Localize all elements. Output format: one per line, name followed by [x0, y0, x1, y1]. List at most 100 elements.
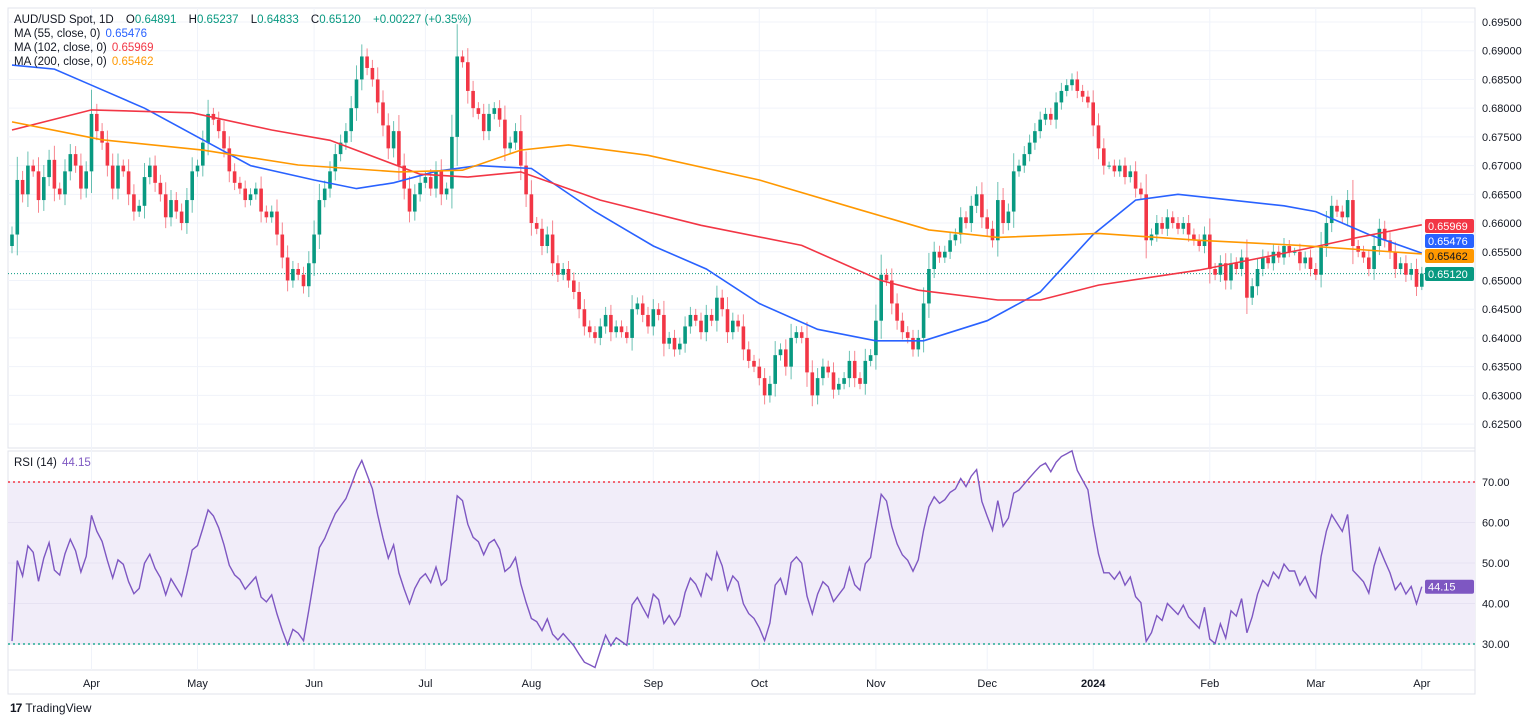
candle[interactable] — [688, 306, 693, 334]
candle[interactable] — [587, 320, 592, 338]
candle[interactable] — [799, 326, 804, 344]
candle[interactable] — [709, 308, 714, 327]
candle[interactable] — [821, 358, 825, 386]
candle[interactable] — [100, 123, 104, 150]
candle[interactable] — [1075, 71, 1080, 99]
candle[interactable] — [455, 24, 459, 166]
ma102-line[interactable] — [11, 109, 1422, 301]
candle[interactable] — [216, 111, 221, 139]
candle[interactable] — [868, 349, 873, 367]
candle[interactable] — [900, 312, 905, 340]
candle[interactable] — [466, 48, 470, 104]
candle[interactable] — [52, 145, 57, 202]
candle[interactable] — [1382, 220, 1387, 248]
candle[interactable] — [619, 320, 624, 338]
candle[interactable] — [285, 245, 290, 292]
candle[interactable] — [662, 300, 666, 357]
candle[interactable] — [1319, 231, 1323, 288]
candle[interactable] — [439, 159, 444, 206]
candle[interactable] — [1001, 188, 1005, 234]
ma55-legend[interactable]: MA (55, close, 0) 0.65476 — [14, 28, 147, 40]
candle[interactable] — [169, 190, 173, 227]
candle[interactable] — [1080, 84, 1085, 103]
candle[interactable] — [121, 159, 126, 177]
candle[interactable] — [153, 155, 157, 192]
candle[interactable] — [407, 176, 412, 223]
candle[interactable] — [301, 266, 306, 294]
ma102-legend[interactable]: MA (102, close, 0) 0.65969 — [14, 42, 153, 54]
rsi-line[interactable] — [11, 449, 1423, 669]
candle[interactable] — [545, 226, 550, 254]
candle[interactable] — [386, 113, 391, 160]
candle[interactable] — [434, 161, 438, 198]
candle[interactable] — [736, 314, 740, 332]
candle[interactable] — [1054, 92, 1058, 129]
candle[interactable] — [132, 184, 136, 221]
candle[interactable] — [1038, 111, 1042, 139]
candle[interactable] — [863, 348, 868, 395]
candle[interactable] — [794, 326, 799, 344]
candle[interactable] — [1271, 243, 1276, 271]
candle[interactable] — [508, 136, 512, 154]
candle[interactable] — [460, 50, 465, 68]
candle[interactable] — [603, 306, 608, 334]
candle[interactable] — [757, 358, 762, 386]
candle[interactable] — [519, 115, 523, 181]
candle[interactable] — [1006, 203, 1011, 231]
tradingview-brand[interactable]: 17 TradingView — [10, 701, 91, 715]
candle[interactable] — [837, 377, 841, 396]
candle[interactable] — [715, 285, 719, 332]
candle[interactable] — [852, 350, 857, 388]
candle[interactable] — [1298, 243, 1302, 271]
candle[interactable] — [1414, 258, 1419, 297]
candle[interactable] — [492, 102, 497, 120]
candle[interactable] — [1096, 113, 1101, 160]
candle[interactable] — [762, 368, 767, 405]
candle[interactable] — [699, 312, 703, 340]
candle[interactable] — [667, 331, 671, 350]
candle[interactable] — [1049, 107, 1053, 126]
candle[interactable] — [312, 220, 316, 276]
candle[interactable] — [497, 100, 502, 127]
candle[interactable] — [63, 159, 67, 206]
candle[interactable] — [672, 329, 677, 357]
candle[interactable] — [68, 144, 73, 181]
candle[interactable] — [609, 304, 613, 342]
candle[interactable] — [248, 188, 253, 206]
candle[interactable] — [174, 192, 179, 219]
candle[interactable] — [1351, 179, 1355, 265]
candle[interactable] — [990, 220, 995, 248]
candle[interactable] — [1017, 159, 1021, 177]
candle[interactable] — [481, 103, 486, 141]
candle[interactable] — [1059, 82, 1064, 110]
candle[interactable] — [1218, 255, 1223, 282]
price-pane[interactable] — [7, 7, 1476, 449]
candle[interactable] — [1303, 251, 1307, 269]
candle[interactable] — [1064, 79, 1069, 97]
candle[interactable] — [1223, 253, 1228, 290]
candle[interactable] — [874, 304, 878, 370]
candle[interactable] — [566, 260, 571, 288]
candle[interactable] — [1367, 249, 1371, 277]
candle[interactable] — [238, 176, 242, 195]
candle[interactable] — [148, 157, 152, 185]
candle[interactable] — [932, 241, 936, 279]
candle[interactable] — [1123, 157, 1127, 185]
candle[interactable] — [84, 161, 88, 198]
ma200-legend[interactable]: MA (200, close, 0) 0.65462 — [14, 56, 153, 68]
candle[interactable] — [227, 136, 232, 183]
candle[interactable] — [725, 297, 730, 344]
candle[interactable] — [1165, 209, 1170, 237]
candle[interactable] — [789, 323, 793, 380]
candle[interactable] — [1250, 278, 1254, 305]
candle[interactable] — [778, 343, 783, 361]
candle[interactable] — [26, 151, 30, 207]
candle[interactable] — [280, 222, 285, 269]
candle[interactable] — [1160, 217, 1164, 235]
candle[interactable] — [646, 306, 650, 334]
candle[interactable] — [720, 289, 724, 317]
candle[interactable] — [1308, 249, 1313, 277]
candle[interactable] — [1043, 107, 1048, 126]
candle[interactable] — [296, 262, 300, 281]
candle[interactable] — [640, 295, 645, 323]
